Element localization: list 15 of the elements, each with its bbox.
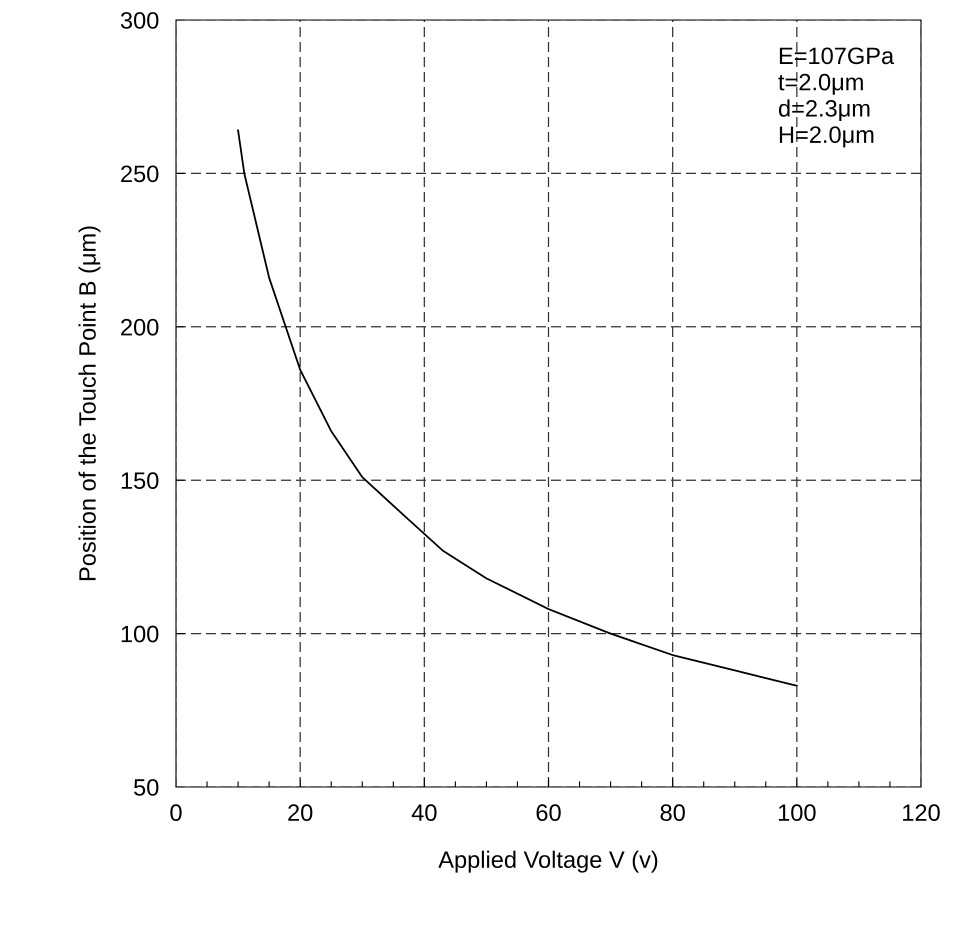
- y-tick-label: 250: [121, 165, 158, 182]
- x-tick-label: 80: [660, 804, 685, 822]
- x-tick-label: 0: [170, 804, 182, 822]
- y-axis-title: Position of the Touch Point B (μm): [78, 226, 100, 580]
- y-tick-label: 100: [122, 626, 158, 642]
- x-axis-title: Applied Voltage V (v): [438, 850, 658, 873]
- y-tick-label: 200: [121, 318, 158, 336]
- y-tick-label: 300: [120, 12, 158, 29]
- x-tick-label: 100: [778, 804, 816, 822]
- x-tick-label: 60: [536, 804, 561, 822]
- y-tick-label: 150: [122, 472, 158, 489]
- x-tick-label: 20: [288, 804, 312, 822]
- x-tick-label: 120: [903, 804, 940, 822]
- y-tick-label: 50: [134, 779, 158, 796]
- x-tick-label: 40: [412, 804, 437, 822]
